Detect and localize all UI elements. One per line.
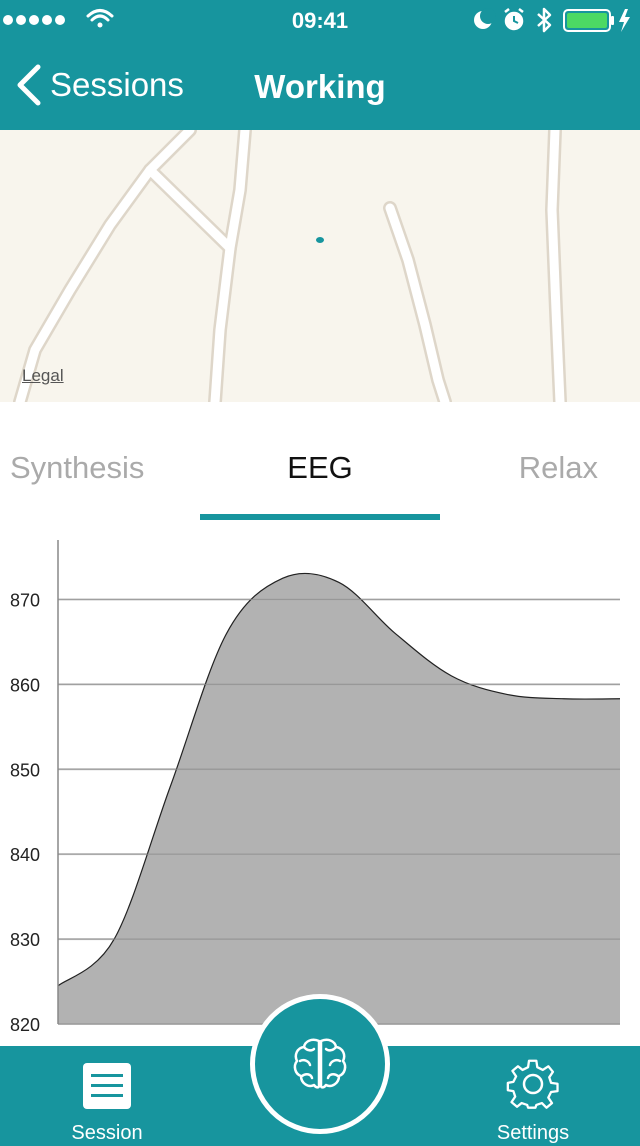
eeg-chart-svg: 820 830 840 850 860 870 — [10, 540, 621, 1035]
tabbar-session-label: Session — [71, 1122, 143, 1144]
wifi-icon — [86, 9, 114, 28]
y-tick-label: 860 — [10, 675, 40, 695]
back-button[interactable]: Sessions — [14, 62, 184, 108]
eeg-chart: 820 830 840 850 860 870 — [0, 522, 640, 1048]
status-bar: 09:41 — [0, 0, 640, 40]
tabbar-session[interactable]: Session — [27, 1046, 187, 1146]
alarm-icon — [504, 8, 524, 31]
map-view[interactable]: Legal — [0, 130, 640, 402]
battery-icon — [563, 9, 614, 32]
bluetooth-icon — [537, 7, 552, 33]
chevron-left-icon — [17, 64, 41, 106]
nav-bar: Sessions Working — [0, 40, 640, 130]
brain-icon — [293, 1038, 347, 1089]
eeg-line — [57, 572, 621, 987]
brain-session-button[interactable] — [250, 994, 390, 1134]
tab-indicator — [200, 514, 440, 520]
y-tick-label: 870 — [10, 590, 40, 610]
charging-icon — [619, 9, 630, 32]
signal-dots-icon — [3, 15, 65, 25]
y-tick-label: 820 — [10, 1015, 40, 1035]
y-tick-label: 830 — [10, 930, 40, 950]
back-button-label: Sessions — [50, 66, 184, 103]
tab-synthesis[interactable]: Synthesis — [10, 450, 145, 485]
tab-relax[interactable]: Relax — [518, 450, 598, 485]
page-title: Working — [254, 68, 386, 105]
y-tick-label: 840 — [10, 845, 40, 865]
segment-tabs: Synthesis EEG Relax — [0, 402, 640, 522]
tabbar-settings[interactable]: Settings — [453, 1046, 613, 1146]
y-tick-label: 850 — [10, 760, 40, 780]
tabbar-settings-label: Settings — [496, 1122, 570, 1144]
moon-icon — [474, 8, 496, 29]
map-legal-link[interactable]: Legal — [22, 366, 64, 385]
tab-eeg[interactable]: EEG — [287, 450, 353, 485]
session-list-icon — [83, 1063, 131, 1109]
location-marker-icon — [316, 237, 324, 243]
eeg-area — [58, 573, 620, 1024]
status-time: 09:41 — [292, 8, 348, 33]
gear-icon — [506, 1059, 559, 1109]
